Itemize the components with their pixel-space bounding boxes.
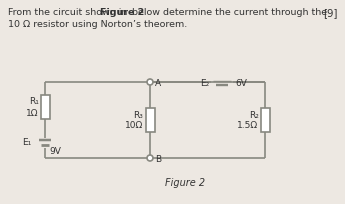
- Bar: [146, 108, 155, 132]
- Text: E₁: E₁: [22, 138, 31, 147]
- Text: 1.5Ω: 1.5Ω: [237, 122, 258, 131]
- Text: 10Ω: 10Ω: [125, 122, 144, 131]
- Text: E₂: E₂: [200, 79, 209, 88]
- Bar: [260, 108, 269, 132]
- Text: below determine the current through the: below determine the current through the: [129, 8, 327, 17]
- Circle shape: [147, 79, 153, 85]
- Text: [9]: [9]: [324, 8, 338, 18]
- Text: R₂: R₂: [249, 111, 258, 120]
- Text: Figure 2: Figure 2: [100, 8, 145, 17]
- Text: 10 Ω resistor using Norton’s theorem.: 10 Ω resistor using Norton’s theorem.: [8, 20, 187, 29]
- Text: From the circuit shown in: From the circuit shown in: [8, 8, 130, 17]
- Text: B: B: [155, 154, 161, 163]
- Text: 1Ω: 1Ω: [26, 109, 39, 118]
- Text: 6V: 6V: [235, 79, 247, 88]
- Circle shape: [147, 155, 153, 161]
- Text: 9V: 9V: [49, 146, 61, 155]
- Text: A: A: [155, 79, 161, 88]
- Text: Figure 2: Figure 2: [165, 178, 205, 188]
- Text: R₁: R₁: [29, 98, 39, 106]
- Bar: [40, 95, 49, 119]
- Text: R₃: R₃: [134, 111, 144, 120]
